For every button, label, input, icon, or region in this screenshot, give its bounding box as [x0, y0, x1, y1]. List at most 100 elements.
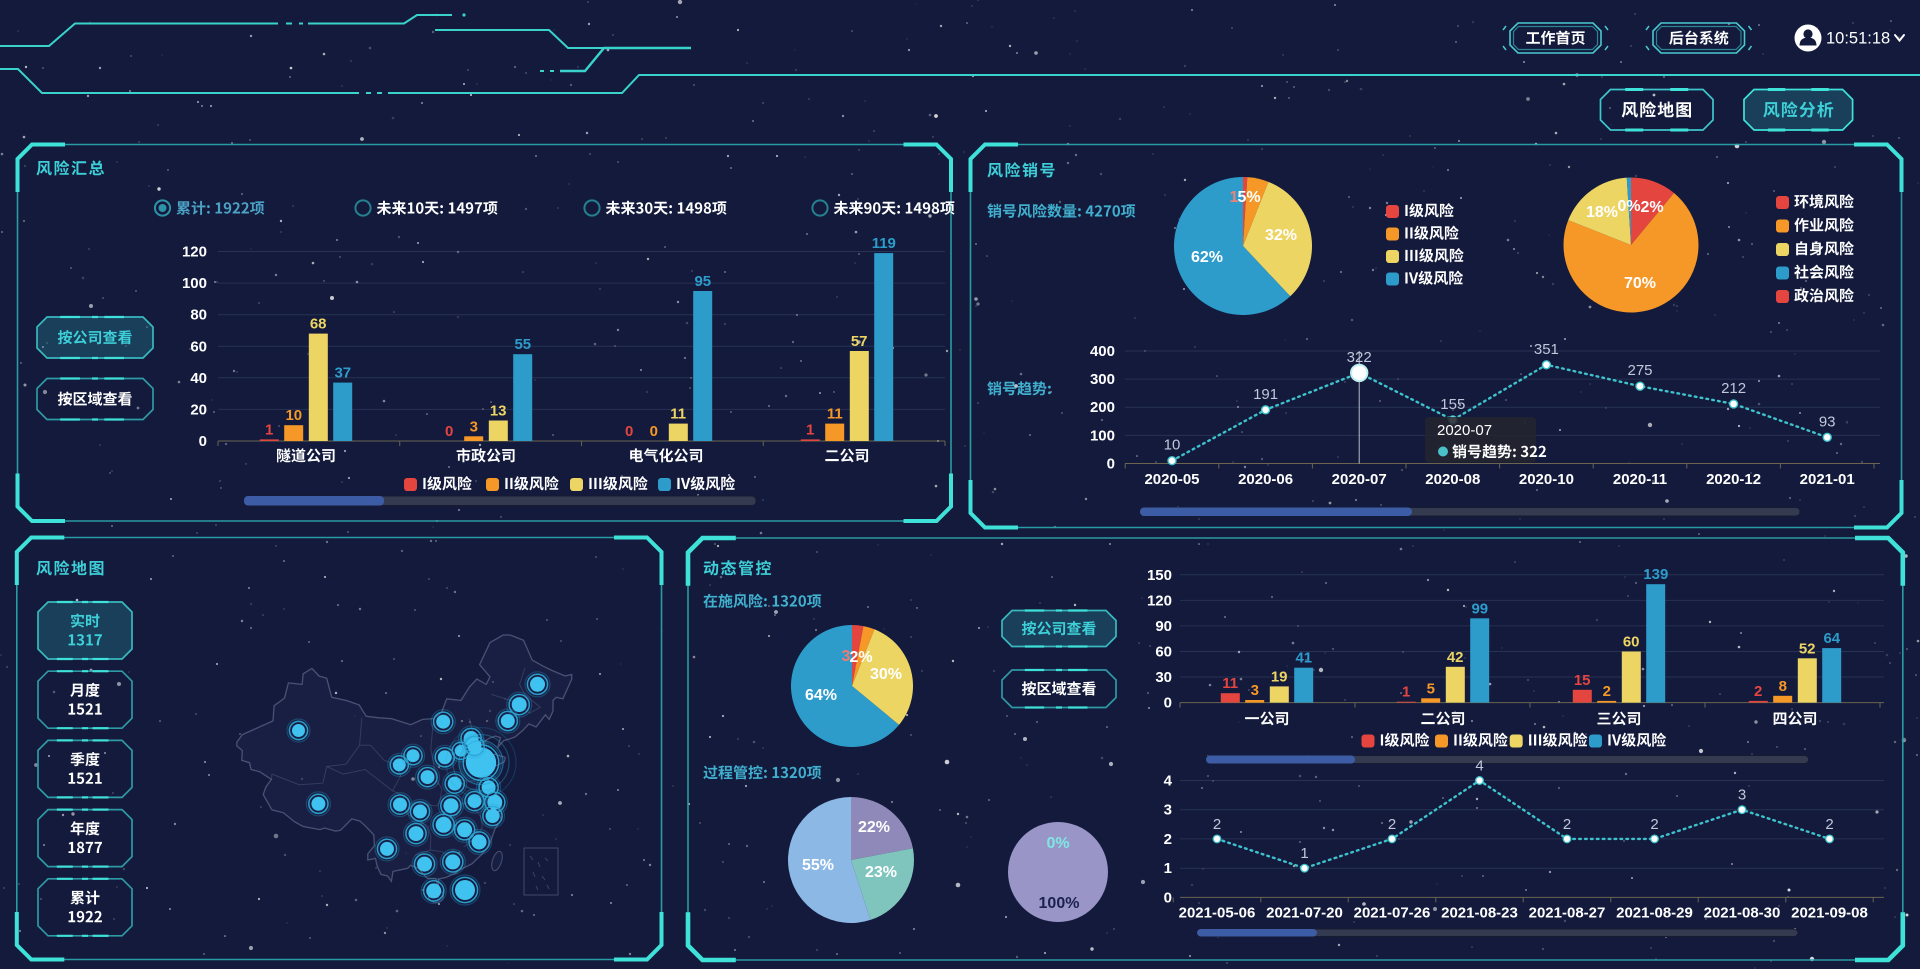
svg-text:351: 351: [1534, 341, 1559, 358]
svg-text:70%: 70%: [1624, 275, 1656, 292]
svg-text:0%: 0%: [1046, 835, 1069, 852]
svg-text:8: 8: [1779, 678, 1787, 695]
svg-text:42: 42: [1447, 649, 1464, 666]
svg-text:2: 2: [1754, 683, 1762, 700]
svg-text:19: 19: [1271, 668, 1288, 685]
svg-text:95: 95: [694, 273, 711, 290]
svg-text:90: 90: [1155, 618, 1172, 635]
svg-text:13: 13: [490, 403, 507, 420]
svg-text:68: 68: [310, 316, 327, 333]
svg-text:2: 2: [1213, 816, 1221, 833]
svg-text:3: 3: [470, 418, 478, 435]
svg-text:2020-12: 2020-12: [1706, 471, 1761, 488]
svg-text:155: 155: [1440, 396, 1465, 413]
svg-text:10:51:18: 10:51:18: [1826, 30, 1890, 48]
svg-text:32%: 32%: [1265, 227, 1297, 244]
svg-text:4: 4: [1475, 758, 1483, 775]
svg-text:15: 15: [1574, 672, 1591, 689]
svg-text:11: 11: [670, 406, 686, 423]
svg-text:100: 100: [1090, 427, 1115, 444]
svg-text:120: 120: [1147, 592, 1172, 609]
svg-text:2020-10: 2020-10: [1519, 471, 1574, 488]
svg-text:1: 1: [806, 421, 814, 438]
svg-text:2021-08-29: 2021-08-29: [1616, 905, 1693, 922]
svg-text:1: 1: [1164, 860, 1172, 877]
svg-text:3: 3: [1251, 682, 1259, 699]
svg-text:10: 10: [285, 407, 302, 424]
svg-text:2020-07: 2020-07: [1437, 422, 1492, 439]
svg-text:300: 300: [1090, 371, 1115, 388]
svg-text:2021-07-26: 2021-07-26: [1354, 905, 1431, 922]
svg-text:200: 200: [1090, 399, 1115, 416]
svg-text:5%: 5%: [1237, 189, 1260, 206]
svg-text:0: 0: [199, 433, 207, 450]
svg-text:0: 0: [1107, 456, 1115, 473]
svg-text:2021-09-08: 2021-09-08: [1791, 905, 1868, 922]
svg-text:11: 11: [827, 406, 843, 423]
svg-text:93: 93: [1819, 413, 1836, 430]
svg-text:2021-08-23: 2021-08-23: [1441, 905, 1518, 922]
svg-text:119: 119: [872, 235, 896, 252]
svg-text:2020-11: 2020-11: [1613, 471, 1667, 488]
svg-text:30%: 30%: [870, 666, 902, 683]
svg-text:2020-05: 2020-05: [1144, 471, 1199, 488]
svg-text:80: 80: [190, 307, 207, 324]
svg-text:2021-08-27: 2021-08-27: [1529, 905, 1606, 922]
svg-text:1: 1: [1402, 684, 1410, 701]
svg-text:2021-07-20: 2021-07-20: [1266, 905, 1343, 922]
svg-text:322: 322: [1347, 349, 1372, 366]
svg-text:57: 57: [851, 333, 868, 350]
svg-text:2021-05-06: 2021-05-06: [1179, 905, 1256, 922]
svg-text:60: 60: [1623, 634, 1640, 651]
svg-text:99: 99: [1471, 600, 1488, 617]
svg-text:400: 400: [1090, 343, 1115, 360]
svg-text:2: 2: [1603, 683, 1611, 700]
svg-text:139: 139: [1643, 566, 1668, 583]
svg-text:100: 100: [182, 275, 207, 292]
svg-text:1: 1: [1300, 845, 1308, 862]
svg-text:3: 3: [1738, 787, 1746, 804]
svg-text:1: 1: [1230, 189, 1239, 206]
svg-text:0: 0: [625, 423, 633, 440]
svg-text:0: 0: [1164, 695, 1172, 712]
svg-text:2020-08: 2020-08: [1425, 471, 1480, 488]
svg-text:64%: 64%: [805, 687, 837, 704]
svg-text:4: 4: [1164, 773, 1173, 790]
svg-text:22%: 22%: [858, 819, 890, 836]
svg-text:150: 150: [1147, 567, 1172, 584]
svg-text:18%: 18%: [1586, 204, 1618, 221]
svg-text:30: 30: [1155, 669, 1172, 686]
svg-text:60: 60: [1155, 644, 1172, 661]
svg-text:0: 0: [1164, 889, 1172, 906]
svg-text:275: 275: [1627, 362, 1652, 379]
svg-text:0%: 0%: [1617, 198, 1640, 215]
svg-text:0: 0: [445, 423, 453, 440]
svg-text:212: 212: [1721, 380, 1746, 397]
svg-text:37: 37: [334, 365, 351, 382]
svg-text:41: 41: [1295, 650, 1312, 667]
svg-text:64: 64: [1823, 630, 1840, 647]
svg-text:62%: 62%: [1191, 249, 1223, 266]
svg-text:2021-08-30: 2021-08-30: [1704, 905, 1781, 922]
svg-text:3: 3: [1164, 802, 1172, 819]
svg-text:23%: 23%: [865, 864, 897, 881]
svg-text:1: 1: [265, 421, 273, 438]
svg-text:20: 20: [190, 401, 207, 418]
svg-text:2: 2: [1388, 816, 1396, 833]
svg-text:120: 120: [182, 244, 207, 261]
svg-text:0: 0: [650, 423, 658, 440]
svg-text:2: 2: [1650, 816, 1658, 833]
svg-text:40: 40: [190, 370, 207, 387]
svg-text:11: 11: [1222, 675, 1238, 692]
svg-text:5: 5: [1427, 680, 1435, 697]
svg-text:2020-07: 2020-07: [1332, 471, 1387, 488]
svg-text:2: 2: [1825, 816, 1833, 833]
svg-text:2: 2: [1563, 816, 1571, 833]
svg-text:10: 10: [1164, 437, 1181, 454]
svg-text:2020-06: 2020-06: [1238, 471, 1293, 488]
svg-text:2: 2: [1164, 831, 1172, 848]
svg-text:55: 55: [514, 336, 531, 353]
svg-text:191: 191: [1253, 386, 1278, 403]
svg-text:52: 52: [1799, 640, 1816, 657]
svg-text:2%: 2%: [1640, 199, 1663, 216]
